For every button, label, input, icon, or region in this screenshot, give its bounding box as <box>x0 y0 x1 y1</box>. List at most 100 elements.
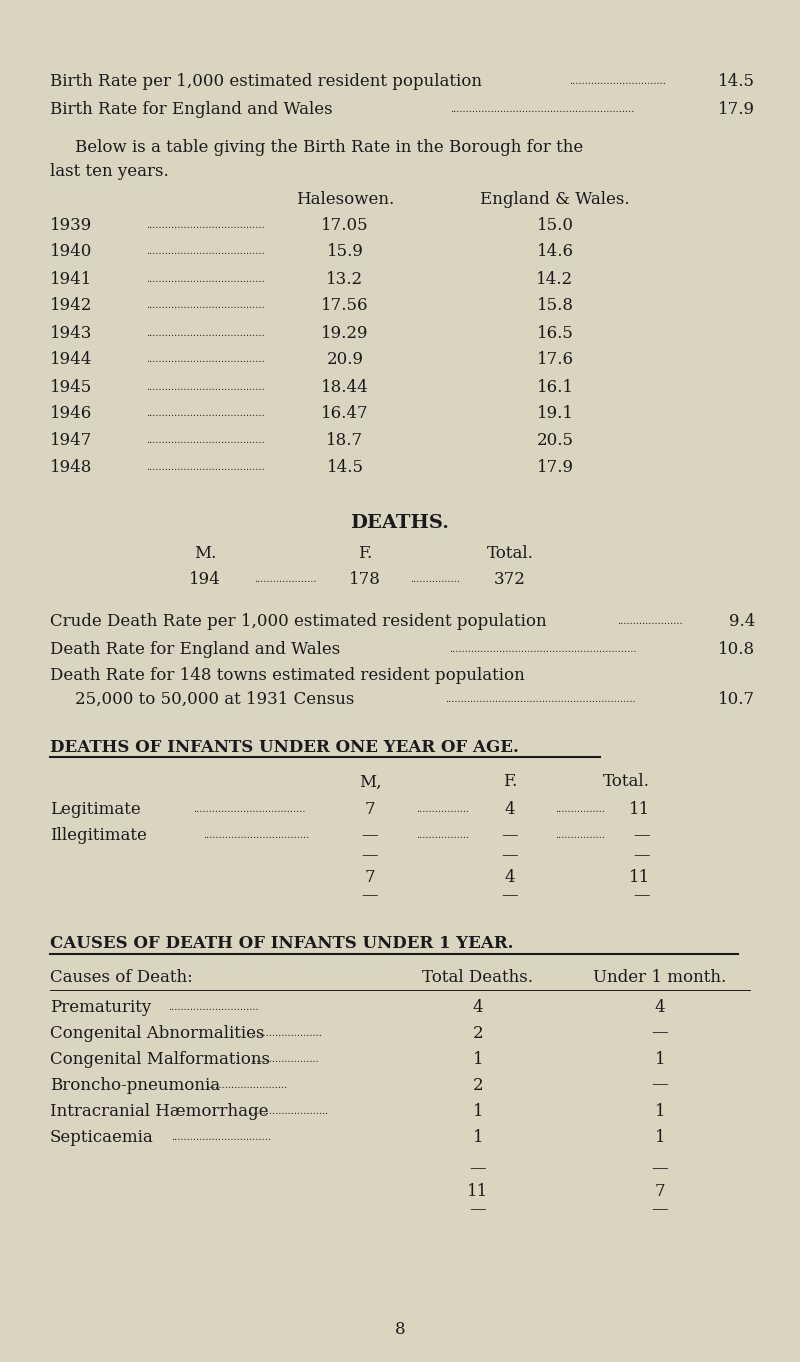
Text: ......................................: ...................................... <box>146 355 264 365</box>
Text: .............................: ............................. <box>168 1002 259 1012</box>
Text: 17.05: 17.05 <box>321 217 369 233</box>
Text: 2: 2 <box>473 1024 483 1042</box>
Text: 11: 11 <box>629 801 650 817</box>
Text: .......................: ....................... <box>250 1028 322 1038</box>
Text: —: — <box>470 1160 486 1178</box>
Text: 194: 194 <box>189 572 221 588</box>
Text: ....................: .................... <box>254 576 316 584</box>
Text: 20.5: 20.5 <box>537 433 574 449</box>
Text: .................: ................. <box>416 805 469 813</box>
Text: ............................................................: ........................................… <box>449 644 636 654</box>
Text: 1939: 1939 <box>50 217 92 233</box>
Text: Congenital Malformations: Congenital Malformations <box>50 1050 270 1068</box>
Text: ......................: ...................... <box>250 1054 318 1064</box>
Text: last ten years.: last ten years. <box>50 163 169 181</box>
Text: 16.1: 16.1 <box>537 379 574 395</box>
Text: Intracranial Hæmorrhage: Intracranial Hæmorrhage <box>50 1102 269 1120</box>
Text: 15.0: 15.0 <box>537 217 574 233</box>
Text: ......................................: ...................................... <box>146 275 264 283</box>
Text: —: — <box>634 888 650 904</box>
Text: .............................................................: ........................................… <box>445 695 635 704</box>
Text: Broncho-pneumonia: Broncho-pneumonia <box>50 1076 220 1094</box>
Text: —: — <box>652 1160 668 1178</box>
Text: 14.5: 14.5 <box>326 459 363 477</box>
Text: —: — <box>470 1201 486 1219</box>
Text: ......................................: ...................................... <box>146 383 264 391</box>
Text: 1948: 1948 <box>50 459 92 477</box>
Text: ....................................: .................................... <box>193 805 306 813</box>
Text: 1941: 1941 <box>50 271 92 287</box>
Text: 2: 2 <box>473 1076 483 1094</box>
Text: Total.: Total. <box>603 774 650 790</box>
Text: 14.6: 14.6 <box>537 244 574 260</box>
Text: 7: 7 <box>365 801 375 817</box>
Text: —: — <box>634 828 650 844</box>
Text: 1: 1 <box>473 1050 483 1068</box>
Text: 1946: 1946 <box>50 406 92 422</box>
Text: 14.2: 14.2 <box>537 271 574 287</box>
Text: 1947: 1947 <box>50 433 92 449</box>
Text: Under 1 month.: Under 1 month. <box>594 968 726 986</box>
Text: 1: 1 <box>654 1050 666 1068</box>
Text: Total.: Total. <box>486 545 534 561</box>
Text: 20.9: 20.9 <box>326 351 363 369</box>
Text: 17.6: 17.6 <box>537 351 574 369</box>
Text: ...............................: ............................... <box>569 78 666 87</box>
Text: —: — <box>362 828 378 844</box>
Text: ......................................: ...................................... <box>146 436 264 445</box>
Text: 25,000 to 50,000 at 1931 Census: 25,000 to 50,000 at 1931 Census <box>75 691 354 707</box>
Text: ................................: ................................ <box>171 1132 271 1141</box>
Text: 1: 1 <box>473 1129 483 1145</box>
Text: 9.4: 9.4 <box>729 613 755 631</box>
Text: 8: 8 <box>394 1321 406 1339</box>
Text: DEATHS OF INFANTS UNDER ONE YEAR OF AGE.: DEATHS OF INFANTS UNDER ONE YEAR OF AGE. <box>50 738 519 756</box>
Text: Congenital Abnormalities: Congenital Abnormalities <box>50 1024 265 1042</box>
Text: —: — <box>502 847 518 865</box>
Text: 17.9: 17.9 <box>718 102 755 118</box>
Text: 19.1: 19.1 <box>537 406 574 422</box>
Text: 11: 11 <box>629 869 650 887</box>
Text: .................: ................. <box>416 831 469 840</box>
Text: ..................................: .................................. <box>203 831 309 840</box>
Text: M,: M, <box>358 774 382 790</box>
Text: 18.7: 18.7 <box>326 433 363 449</box>
Text: 7: 7 <box>365 869 375 887</box>
Text: 14.5: 14.5 <box>718 74 755 90</box>
Text: 15.9: 15.9 <box>326 244 363 260</box>
Text: —: — <box>502 888 518 904</box>
Text: F.: F. <box>358 545 372 561</box>
Text: 4: 4 <box>505 801 515 817</box>
Text: ......................................: ...................................... <box>146 221 264 230</box>
Text: ......................................: ...................................... <box>146 301 264 311</box>
Text: 10.8: 10.8 <box>718 640 755 658</box>
Text: —: — <box>652 1024 668 1042</box>
Text: —: — <box>652 1201 668 1219</box>
Text: England & Wales.: England & Wales. <box>480 192 630 208</box>
Text: 17.9: 17.9 <box>537 459 574 477</box>
Text: 19.29: 19.29 <box>322 324 369 342</box>
Text: 10.7: 10.7 <box>718 691 755 707</box>
Text: ......................................: ...................................... <box>146 248 264 256</box>
Text: Prematurity: Prematurity <box>50 998 151 1016</box>
Text: F.: F. <box>503 774 517 790</box>
Text: 1943: 1943 <box>50 324 92 342</box>
Text: 11: 11 <box>467 1184 489 1200</box>
Text: —: — <box>502 828 518 844</box>
Text: 1: 1 <box>654 1129 666 1145</box>
Text: 18.44: 18.44 <box>321 379 369 395</box>
Text: ................: ................ <box>555 805 605 813</box>
Text: Birth Rate for England and Wales: Birth Rate for England and Wales <box>50 102 333 118</box>
Text: 1940: 1940 <box>50 244 92 260</box>
Text: Death Rate for England and Wales: Death Rate for England and Wales <box>50 640 340 658</box>
Text: 7: 7 <box>654 1184 666 1200</box>
Text: 1: 1 <box>654 1102 666 1120</box>
Text: M.: M. <box>194 545 216 561</box>
Text: 15.8: 15.8 <box>537 297 574 315</box>
Text: 1944: 1944 <box>50 351 92 369</box>
Text: Causes of Death:: Causes of Death: <box>50 968 193 986</box>
Text: ......................................: ...................................... <box>146 328 264 338</box>
Text: 13.2: 13.2 <box>326 271 363 287</box>
Text: 4: 4 <box>473 998 483 1016</box>
Text: 17.56: 17.56 <box>322 297 369 315</box>
Text: Halesowen.: Halesowen. <box>296 192 394 208</box>
